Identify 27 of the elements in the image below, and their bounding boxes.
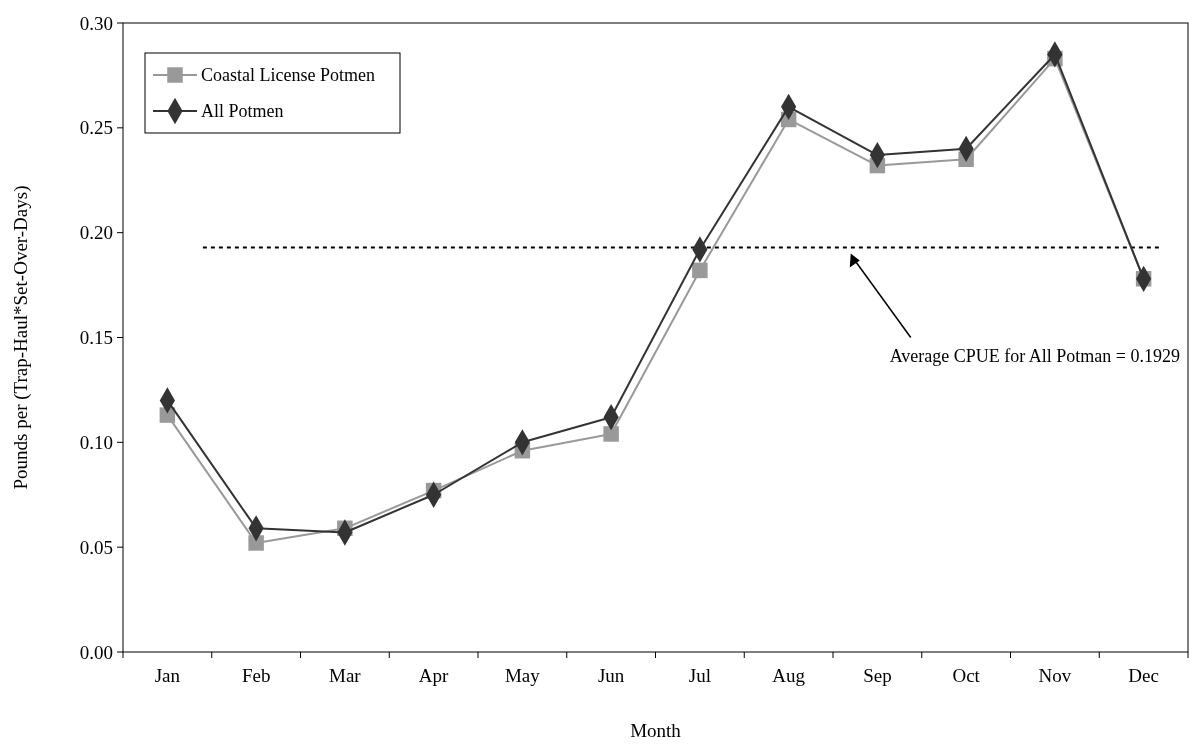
point	[248, 535, 264, 551]
point	[692, 262, 708, 279]
x-tick-label: Jul	[688, 665, 711, 686]
x-tick-label: May	[504, 665, 541, 686]
x-tick-label: Dec	[1128, 665, 1159, 686]
x-tick-label: Jun	[597, 665, 625, 686]
y-tick-label: 0.30	[79, 12, 113, 34]
legend-label: Coastal License Potmen	[201, 65, 375, 86]
x-tick-label: Nov	[1038, 665, 1072, 686]
y-tick-label: 0.10	[79, 431, 113, 453]
y-tick-label: 0.15	[79, 327, 113, 349]
point	[603, 426, 619, 442]
x-tick-label: Aug	[772, 665, 806, 686]
y-tick-label: 0.00	[79, 641, 113, 663]
legend-label: All Potmen	[201, 101, 284, 122]
y-tick-label: 0.25	[79, 117, 113, 139]
x-tick-label: Oct	[952, 665, 981, 686]
x-tick-label: Sep	[863, 665, 892, 686]
x-tick-label: Jan	[154, 665, 181, 686]
annotation: Average CPUE for All Potman = 0.1929	[889, 345, 1180, 366]
x-axis-title: Month	[630, 720, 682, 741]
y-tick-label: 0.05	[79, 536, 113, 558]
x-tick-label: Mar	[329, 665, 362, 686]
x-tick-label: Apr	[418, 665, 450, 686]
y-axis-title: Pounds per (Trap-Haul*Set-Over-Days)	[10, 185, 32, 490]
x-tick-label: Feb	[241, 665, 271, 686]
y-tick-label: 0.20	[79, 222, 113, 244]
